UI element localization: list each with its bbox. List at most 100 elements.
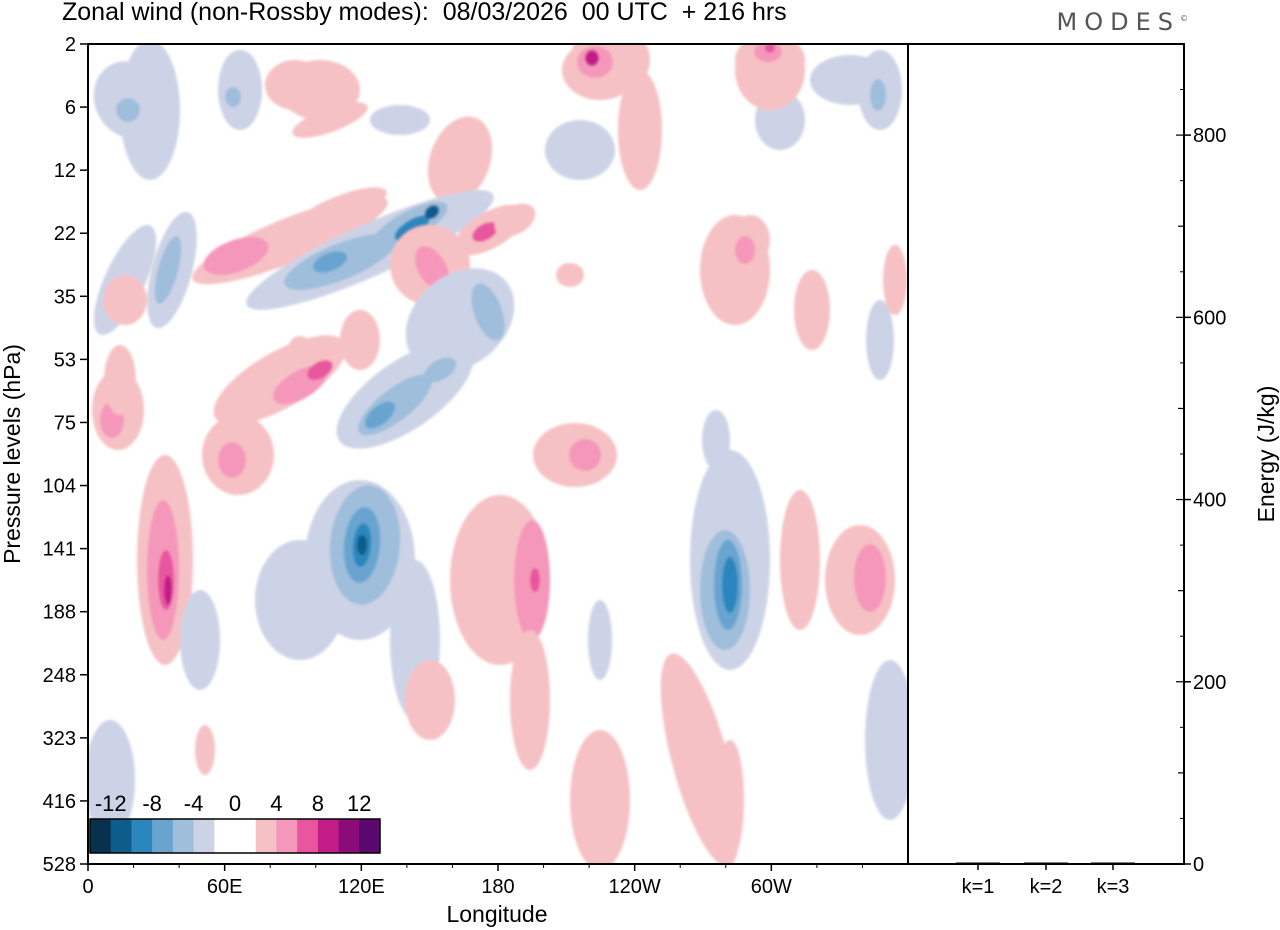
x-tick-label: 0 (82, 876, 93, 898)
positive-contour-region (405, 660, 455, 740)
y-axis: 2 6 12 22 35 53 75 104 141 188 248 323 416 528 (43, 34, 88, 876)
colorbar-label: 4 (270, 791, 282, 816)
positive-contour-region (307, 360, 333, 380)
positive-contour-region (510, 630, 550, 770)
energy-tick-label: 200 (1193, 672, 1226, 694)
positive-contour-region (854, 544, 886, 612)
negative-contour-region (866, 300, 894, 380)
positive-contour-region (883, 245, 907, 315)
positive-contour-region (218, 442, 246, 478)
y-tick-label: 104 (43, 476, 76, 498)
colorbar-swatch (359, 819, 381, 853)
positive-contour-region (556, 263, 584, 287)
energy-axis-label: Energy (J/kg) (1253, 386, 1279, 523)
x-tick-label: 120W (609, 876, 661, 898)
colorbar-swatch (317, 819, 339, 853)
positive-contour-region (103, 275, 147, 325)
positive-contour-region (735, 236, 755, 264)
y-tick-label: 12 (54, 160, 76, 182)
negative-contour-region (180, 590, 220, 690)
positive-contour-region (530, 568, 540, 592)
energy-category-label: k=3 (1097, 876, 1130, 898)
colorbar-swatch (235, 819, 257, 853)
negative-contour-region (722, 557, 738, 613)
negative-contour-region (225, 87, 241, 107)
x-tick-label: 180 (481, 876, 514, 898)
positive-contour-region (794, 270, 830, 350)
positive-contour-region (292, 102, 368, 138)
positive-contour-region (618, 70, 662, 190)
negative-contour-region (702, 410, 730, 470)
energy-bar (1024, 862, 1068, 864)
modes-logo: MODES© (1056, 8, 1188, 36)
energy-bar (1091, 862, 1135, 864)
negative-contour-region (471, 283, 505, 341)
colorbar-swatch (172, 819, 194, 853)
negative-contour-region (865, 660, 908, 820)
x-tick-label: 120E (338, 876, 385, 898)
brand-text: MODES (1056, 8, 1180, 36)
negative-contour-region (365, 401, 395, 429)
colorbar: -12 -8 -4 0 4 8 12 (89, 791, 381, 854)
chart-title: Zonal wind (non-Rossby modes): 08/03/202… (62, 0, 787, 26)
colorbar-label: 0 (229, 791, 241, 816)
positive-contour-region (213, 335, 347, 425)
y-tick-label: 35 (54, 286, 76, 308)
positive-contour-region (427, 116, 493, 204)
positive-contour-region (472, 222, 498, 242)
negative-contour-region (312, 251, 348, 273)
colorbar-swatch (193, 819, 215, 853)
energy-panel-frame (907, 43, 1185, 865)
x-axis: 0 60E 120E 180 120W 60W (82, 864, 863, 898)
negative-contour-region (357, 535, 367, 555)
positive-contour-region (780, 490, 820, 630)
colorbar-label: 12 (347, 791, 371, 816)
positive-contour-region (195, 725, 215, 775)
negative-contour-region (424, 205, 440, 219)
y-tick-label: 323 (43, 728, 76, 750)
colorbar-swatch (110, 819, 132, 853)
y-tick-label: 53 (54, 349, 76, 371)
y-tick-label: 528 (43, 854, 76, 876)
energy-bars: k=1 k=2 k=3 (956, 862, 1135, 898)
positive-contour-region (765, 44, 775, 53)
energy-category-label: k=1 (962, 876, 995, 898)
x-tick-label: 60W (751, 876, 792, 898)
positive-contour-region (570, 730, 630, 864)
negative-contour-region (810, 55, 890, 105)
y-tick-label: 248 (43, 665, 76, 687)
negative-contour-region (154, 236, 182, 304)
negative-contour-region (394, 215, 430, 241)
colorbar-swatch (90, 819, 112, 853)
colorbar-swatch (131, 819, 153, 853)
x-tick-label: 60E (207, 876, 243, 898)
y-tick-label: 188 (43, 602, 76, 624)
positive-contour-region (735, 44, 805, 86)
positive-contour-region (293, 187, 387, 233)
positive-contour-region (754, 44, 782, 62)
y-tick-label: 75 (54, 412, 76, 434)
x-axis-label: Longitude (446, 901, 547, 927)
negative-contour-region (588, 600, 612, 680)
negative-contour-region (88, 720, 135, 840)
positive-contour-region (164, 575, 172, 605)
energy-tick-label: 400 (1193, 490, 1226, 512)
energy-tick-label: 0 (1193, 854, 1204, 876)
colorbar-swatch (152, 819, 174, 853)
energy-axis: 0 200 400 600 800 (1176, 89, 1226, 876)
colorbar-swatch (214, 819, 236, 853)
positive-contour-region (288, 336, 312, 364)
colorbar-label: -8 (142, 791, 162, 816)
colorbar-swatch (338, 819, 360, 853)
energy-category-label: k=2 (1030, 876, 1063, 898)
negative-contour-region (870, 79, 886, 111)
energy-tick-label: 800 (1193, 125, 1226, 147)
positive-contour-region (104, 345, 136, 415)
colorbar-swatch (255, 819, 277, 853)
y-tick-label: 416 (43, 791, 76, 813)
positive-contour-region (265, 60, 325, 110)
colorbar-swatch (276, 819, 298, 853)
y-tick-label: 141 (43, 539, 76, 561)
positive-contour-region (569, 439, 601, 471)
heatmap-field (88, 44, 908, 864)
